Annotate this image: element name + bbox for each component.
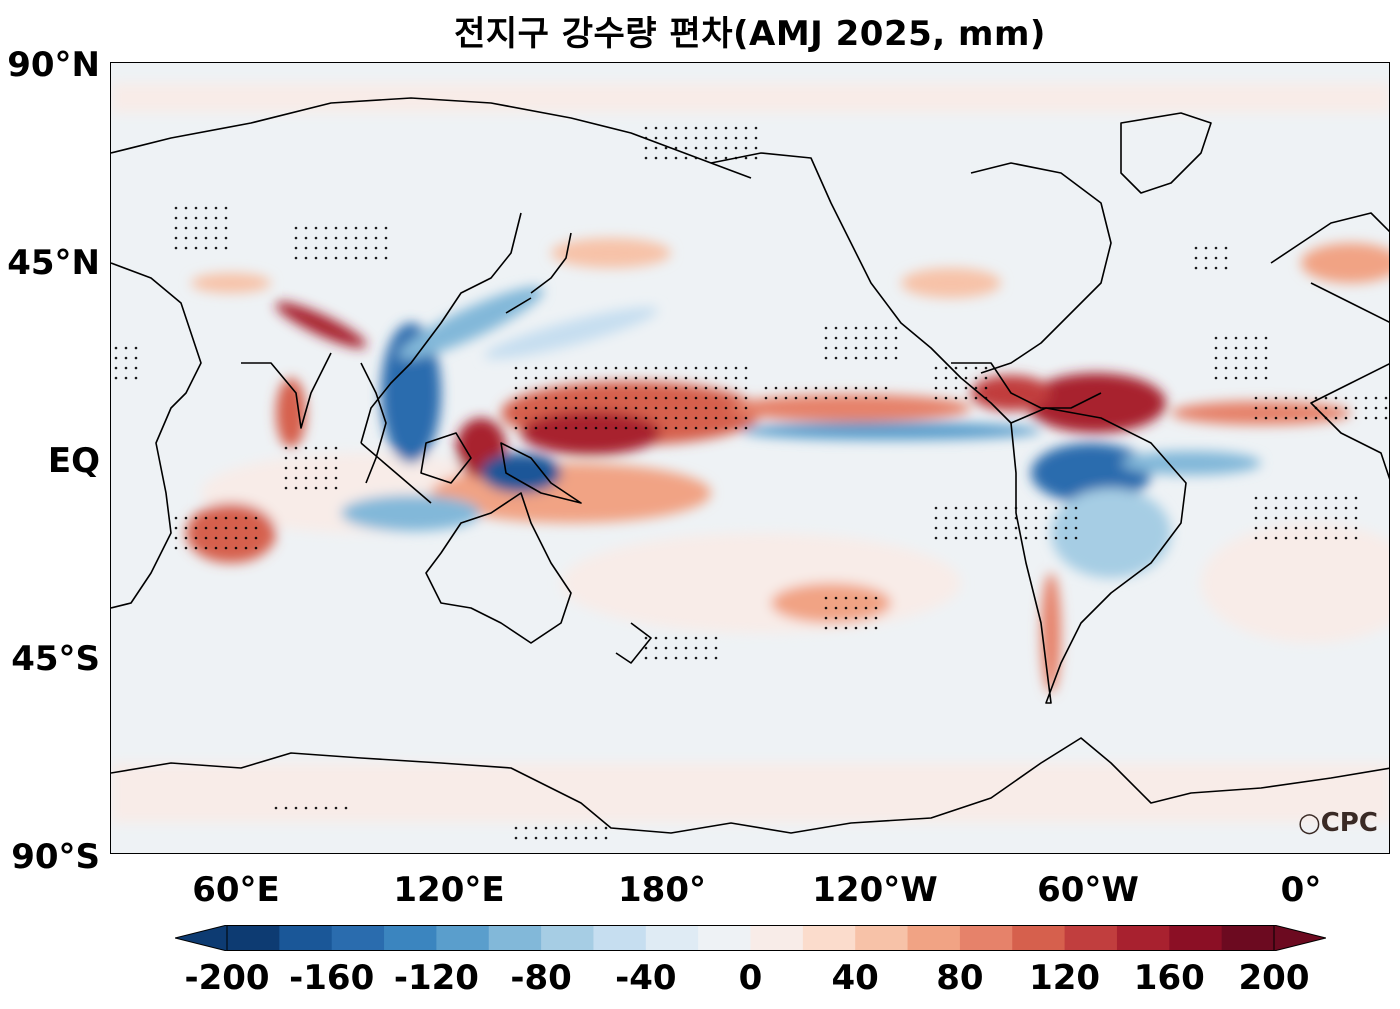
colorbar-cell <box>750 925 804 951</box>
colorbar <box>175 925 1326 951</box>
stippling <box>111 125 1389 845</box>
lon-label-120w: 120°W <box>812 870 938 910</box>
colorbar-tick-label: -160 <box>289 958 375 998</box>
colorbar-extend-high <box>1273 925 1326 951</box>
colorbar-cell <box>855 925 909 951</box>
lat-label-90s: 90°S <box>11 837 100 877</box>
colorbar-cell <box>698 925 751 951</box>
colorbar-tick-label: 200 <box>1238 958 1310 998</box>
lon-label-0: 0° <box>1280 870 1322 910</box>
colorbar-cell <box>1012 925 1066 951</box>
colorbar-cell <box>279 925 333 951</box>
colorbar-tick-label: -80 <box>510 958 572 998</box>
lon-label-120e: 120°E <box>393 870 505 910</box>
colorbar-cell <box>436 925 490 951</box>
lon-label-60w: 60°W <box>1037 870 1139 910</box>
coastlines <box>111 97 1389 834</box>
colorbar-border <box>226 925 1275 951</box>
lat-label-90n: 90°N <box>7 45 100 85</box>
colorbar-cell <box>1221 925 1275 951</box>
colorbar-extend-low <box>175 925 228 951</box>
colorbar-tick-label: 80 <box>936 958 984 998</box>
colorbar-tick-label: 120 <box>1029 958 1101 998</box>
colorbar-cell <box>384 925 437 951</box>
colorbar-tick-label: -40 <box>615 958 677 998</box>
colorbar-tick-label: 160 <box>1133 958 1205 998</box>
colorbar-cell <box>593 925 647 951</box>
colorbar-tick-label: -120 <box>393 958 479 998</box>
colorbar-cell <box>1064 925 1118 951</box>
colorbar-tick-label: 40 <box>831 958 879 998</box>
lat-label-45s: 45°S <box>11 639 100 679</box>
lon-label-60e: 60°E <box>192 870 280 910</box>
colorbar-cell <box>541 925 594 951</box>
colorbar-cell <box>959 925 1013 951</box>
lat-label-eq: EQ <box>47 441 100 481</box>
cpc-logo: ○CPC <box>1298 808 1378 838</box>
lat-label-45n: 45°N <box>7 243 100 283</box>
lon-label-180: 180° <box>618 870 706 910</box>
map-title: 전지구 강수량 편차(AMJ 2025, mm) <box>454 14 1046 54</box>
colorbar-cell <box>645 925 699 951</box>
colorbar-cell <box>802 925 856 951</box>
colorbar-cell <box>1169 925 1223 951</box>
colorbar-cell <box>907 925 961 951</box>
colorbar-cell <box>1116 925 1170 951</box>
precipitation-anomaly-map <box>110 62 1390 854</box>
colorbar-tick-label: 0 <box>738 958 763 998</box>
colorbar-tick-label: -200 <box>184 958 270 998</box>
colorbar-cell <box>331 925 385 951</box>
colorbar-cell <box>488 925 542 951</box>
colorbar-cell <box>227 925 280 951</box>
